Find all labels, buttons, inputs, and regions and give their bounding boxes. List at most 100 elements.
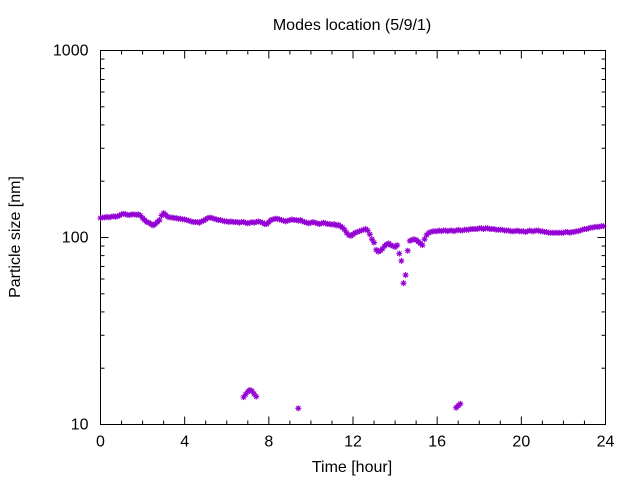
data-point bbox=[284, 217, 291, 224]
data-point bbox=[143, 219, 150, 226]
data-point bbox=[524, 228, 531, 235]
data-point bbox=[434, 228, 441, 235]
data-point bbox=[577, 227, 584, 234]
data-point bbox=[455, 226, 462, 233]
data-point bbox=[202, 216, 209, 223]
x-tick-label: 4 bbox=[180, 434, 189, 451]
data-point bbox=[295, 405, 302, 412]
data-point bbox=[156, 217, 163, 224]
data-point bbox=[398, 257, 405, 264]
data-point bbox=[314, 220, 321, 227]
data-point bbox=[307, 219, 314, 226]
data-point bbox=[490, 226, 497, 233]
data-point bbox=[219, 217, 226, 224]
data-point bbox=[185, 217, 192, 224]
data-point bbox=[396, 250, 403, 257]
data-point bbox=[328, 221, 335, 228]
data-point bbox=[514, 227, 521, 234]
data-point bbox=[137, 212, 144, 219]
data-point bbox=[278, 217, 285, 224]
data-point bbox=[366, 231, 373, 238]
data-point bbox=[251, 219, 258, 226]
data-point bbox=[101, 214, 108, 221]
data-point bbox=[217, 217, 224, 224]
data-points bbox=[97, 210, 607, 412]
data-point bbox=[249, 388, 255, 395]
data-point bbox=[240, 394, 247, 401]
data-point bbox=[249, 219, 255, 226]
data-point bbox=[299, 218, 306, 225]
data-point bbox=[116, 212, 123, 219]
data-point bbox=[133, 211, 140, 218]
data-point bbox=[421, 236, 428, 243]
data-point bbox=[560, 229, 567, 236]
data-point bbox=[539, 228, 546, 235]
data-point bbox=[425, 229, 432, 236]
data-point bbox=[200, 217, 207, 224]
data-point bbox=[267, 217, 274, 224]
data-point bbox=[478, 225, 485, 232]
y-tick-label: 100 bbox=[62, 230, 89, 247]
data-point bbox=[368, 236, 375, 243]
data-point bbox=[484, 225, 491, 232]
data-point bbox=[360, 226, 367, 233]
data-point bbox=[423, 232, 430, 239]
data-point bbox=[270, 216, 277, 223]
data-point bbox=[211, 215, 218, 222]
data-point bbox=[522, 229, 529, 236]
data-point bbox=[122, 211, 129, 218]
data-point bbox=[444, 228, 451, 235]
x-tick-label: 20 bbox=[512, 434, 530, 451]
data-point bbox=[118, 211, 125, 218]
data-point bbox=[257, 219, 264, 226]
data-point bbox=[543, 229, 550, 236]
data-point bbox=[404, 247, 411, 254]
data-point bbox=[585, 225, 592, 232]
data-point bbox=[204, 215, 211, 222]
data-point bbox=[105, 214, 112, 221]
data-point bbox=[356, 228, 363, 235]
data-point bbox=[236, 219, 243, 226]
data-point bbox=[242, 219, 249, 226]
data-point bbox=[310, 219, 317, 226]
data-point bbox=[505, 227, 512, 234]
x-tick-label: 16 bbox=[428, 434, 446, 451]
data-point bbox=[535, 227, 542, 234]
data-point bbox=[453, 227, 460, 234]
data-point bbox=[227, 218, 234, 225]
data-point bbox=[448, 227, 455, 234]
axis-ticks bbox=[100, 50, 606, 425]
data-point bbox=[240, 219, 247, 226]
data-point bbox=[352, 229, 359, 236]
data-point bbox=[316, 221, 323, 228]
data-point bbox=[173, 215, 180, 222]
data-point bbox=[114, 213, 121, 220]
data-point bbox=[564, 229, 571, 236]
data-point bbox=[402, 272, 409, 279]
data-point bbox=[326, 221, 333, 228]
data-point bbox=[457, 400, 464, 407]
data-point bbox=[194, 219, 201, 226]
data-point bbox=[383, 241, 390, 248]
data-point bbox=[387, 242, 394, 249]
data-point bbox=[408, 236, 415, 243]
data-point bbox=[583, 226, 590, 233]
data-point bbox=[135, 211, 142, 218]
data-point bbox=[589, 224, 596, 231]
data-point bbox=[438, 228, 445, 235]
data-point bbox=[97, 215, 104, 222]
data-point bbox=[499, 226, 506, 233]
data-point bbox=[579, 226, 586, 233]
data-point bbox=[169, 214, 176, 221]
data-point bbox=[164, 213, 171, 220]
data-point bbox=[183, 217, 190, 224]
data-point bbox=[427, 229, 434, 236]
data-point bbox=[225, 219, 232, 226]
data-point bbox=[280, 217, 287, 224]
data-point bbox=[288, 216, 295, 223]
data-point bbox=[206, 214, 213, 221]
data-point bbox=[520, 228, 527, 235]
data-point bbox=[474, 226, 481, 233]
x-tick-label: 8 bbox=[264, 434, 273, 451]
tick-labels: 0 4 8 12 16 20 24 10 100 1000 bbox=[53, 43, 615, 451]
